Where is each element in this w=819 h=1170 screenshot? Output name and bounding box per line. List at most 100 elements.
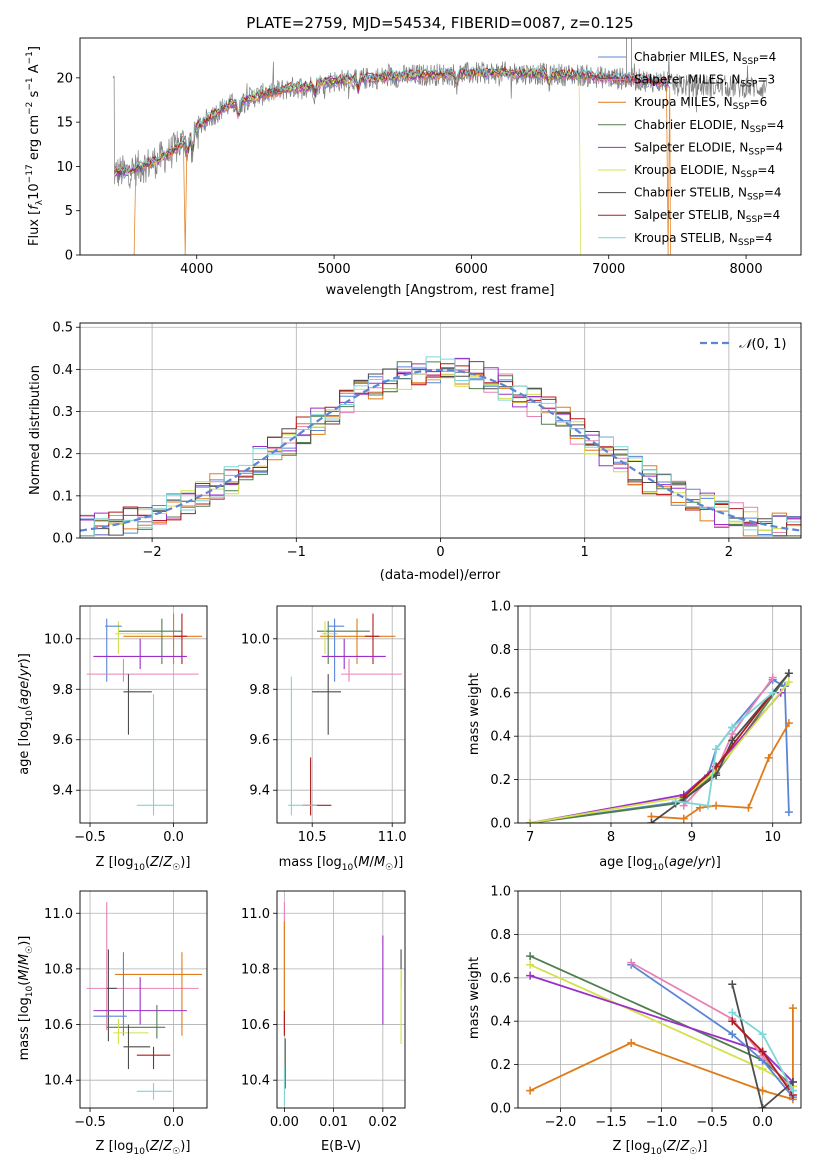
y-tick-label: 0.1: [52, 489, 73, 504]
y-tick-label: 10.6: [241, 1018, 270, 1033]
data-point-marker: [758, 1064, 767, 1073]
data-point-marker: [728, 980, 737, 989]
x-tick-label: −0.5: [696, 1115, 728, 1130]
figure-title: PLATE=2759, MJD=54534, FIBERID=0087, z=0…: [246, 14, 633, 32]
data-point-marker: [627, 958, 636, 967]
y-tick-label: 0.0: [490, 1102, 511, 1117]
y-tick-label: 9.8: [249, 683, 270, 698]
data-point-marker: [712, 771, 721, 780]
y-tick-label: 9.8: [52, 683, 73, 698]
x-axis-label: E(B-V): [321, 1139, 361, 1154]
panel-age_vs_Z: −0.5 0.0 9.4 9.6 9.8 10.0 Z [log10(Z/Z☉)] age […: [17, 605, 208, 873]
y-tick-label: 0.8: [490, 928, 511, 943]
x-tick-label: −1.0: [646, 1115, 678, 1130]
y-tick-label: 10.0: [44, 632, 73, 647]
x-tick-label: 0.01: [319, 1115, 348, 1130]
panel-weight_vs_Z: −2.0 −1.5 −1.0 −0.5 0.0 0.0 0.2 0.4 0.6 0.8 1.0 Z […: [467, 885, 802, 1157]
y-tick-label: 0.3: [52, 405, 73, 420]
x-tick-label: 9: [688, 830, 696, 845]
legend-label: Chabrier ELODIE, NSSP=4: [634, 118, 784, 135]
x-tick-label: −1: [287, 545, 306, 560]
data-point-marker: [712, 801, 721, 810]
data-point-marker: [764, 753, 773, 762]
data-point-marker: [728, 1008, 737, 1017]
x-tick-label: 2: [725, 545, 733, 560]
series-line-salpeter-elodie: [529, 692, 782, 823]
plot-area-weight_vs_Z: [526, 952, 797, 1108]
y-axis-label: Flux [fλ10−17 erg cm−2 s−1 A−1]: [25, 46, 45, 246]
x-tick-label: 8000: [730, 262, 763, 277]
y-tick-label: 0.4: [52, 363, 73, 378]
y-tick-label: 10.8: [241, 962, 270, 977]
y-tick-label: 1.0: [490, 885, 511, 900]
x-tick-label: 5000: [318, 262, 351, 277]
panel-residuals: −2 −1 0 1 2 0.0 0.1 0.2 0.3 0.4 0.5 𝒩(0, 1) (data-mo…: [28, 321, 802, 583]
y-tick-label: 0: [65, 249, 73, 264]
y-tick-label: 11.0: [241, 907, 270, 922]
x-tick-label: −2.0: [545, 1115, 577, 1130]
plot-area-mass_vs_ebv: [283, 902, 402, 1106]
axes-frame: [79, 605, 208, 824]
data-point-marker: [788, 1004, 797, 1013]
x-tick-label: −0.5: [74, 830, 106, 845]
x-tick-label: 0: [436, 545, 444, 560]
data-point-marker: [712, 745, 721, 754]
legend-gauss-label: 𝒩(0, 1): [739, 337, 786, 352]
data-point-marker: [728, 723, 737, 732]
data-point-marker: [728, 1030, 737, 1039]
data-point-marker: [526, 960, 535, 969]
y-tick-label: 10.0: [241, 632, 270, 647]
plot-area-weight_vs_age: [526, 669, 793, 823]
y-tick-label: 10.8: [44, 962, 73, 977]
x-tick-label: 7: [526, 830, 534, 845]
data-point-marker: [679, 814, 688, 823]
y-axis-label: mass weight: [467, 957, 482, 1039]
x-tick-label: 4000: [180, 262, 213, 277]
x-axis-label: Z [log10(Z/Z☉)]: [613, 1139, 708, 1157]
data-point-marker: [671, 797, 680, 806]
legend-label: Chabrier MILES, NSSP=4: [634, 50, 776, 67]
y-tick-label: 9.4: [249, 784, 270, 799]
data-point-marker: [758, 1104, 767, 1108]
series-line-chabrier-stelib: [731, 984, 794, 1108]
x-tick-label: 11.0: [378, 830, 407, 845]
x-tick-label: −1.5: [595, 1115, 627, 1130]
x-tick-label: −0.5: [74, 1115, 106, 1130]
y-tick-label: 1.0: [490, 600, 511, 615]
x-tick-label: 0.00: [270, 1115, 299, 1130]
y-tick-label: 0.8: [490, 643, 511, 658]
data-point-marker: [784, 669, 793, 678]
y-axis-label: mass weight: [467, 673, 482, 755]
data-point-marker: [758, 1047, 767, 1056]
plot-area-age_vs_mass: [288, 613, 402, 816]
axes-frame: [276, 890, 406, 1109]
y-tick-label: 10.6: [44, 1018, 73, 1033]
y-tick-label: 11.0: [44, 907, 73, 922]
y-tick-label: 0.4: [490, 1015, 511, 1030]
y-tick-label: 0.0: [52, 532, 73, 547]
data-point-marker: [758, 1030, 767, 1039]
y-tick-label: 0.2: [490, 1058, 511, 1073]
data-point-marker: [679, 792, 688, 801]
x-axis-label: (data-model)/error: [380, 568, 501, 583]
y-axis-label: age [log10(age/yr)]: [17, 653, 35, 775]
plot-area-age_vs_Z: [86, 613, 202, 816]
y-tick-label: 0.5: [52, 321, 73, 336]
x-tick-label: 0.0: [163, 830, 184, 845]
y-tick-label: 20: [56, 71, 73, 86]
x-axis-label: Z [log10(Z/Z☉)]: [96, 1139, 191, 1157]
panel-mass_vs_Z: −0.5 0.0 10.4 10.6 10.8 11.0 Z [log10(Z/Z☉)] ma…: [17, 890, 208, 1157]
y-tick-label: 10.4: [44, 1074, 73, 1089]
y-tick-label: 0.2: [490, 773, 511, 788]
data-point-marker: [744, 803, 753, 812]
panel-spectrum: 4000 5000 6000 7000 8000 0 5 10 15 20 wavelength […: [25, 37, 802, 298]
y-axis-label: mass [log10(M/M☉)]: [17, 936, 35, 1061]
x-tick-label: 10.5: [298, 830, 327, 845]
data-point-marker: [526, 819, 535, 823]
x-tick-label: 8: [607, 830, 615, 845]
y-tick-label: 15: [56, 116, 73, 131]
y-tick-label: 9.4: [52, 784, 73, 799]
plot-area-mass_vs_Z: [86, 902, 202, 1100]
data-point-marker: [728, 736, 737, 745]
